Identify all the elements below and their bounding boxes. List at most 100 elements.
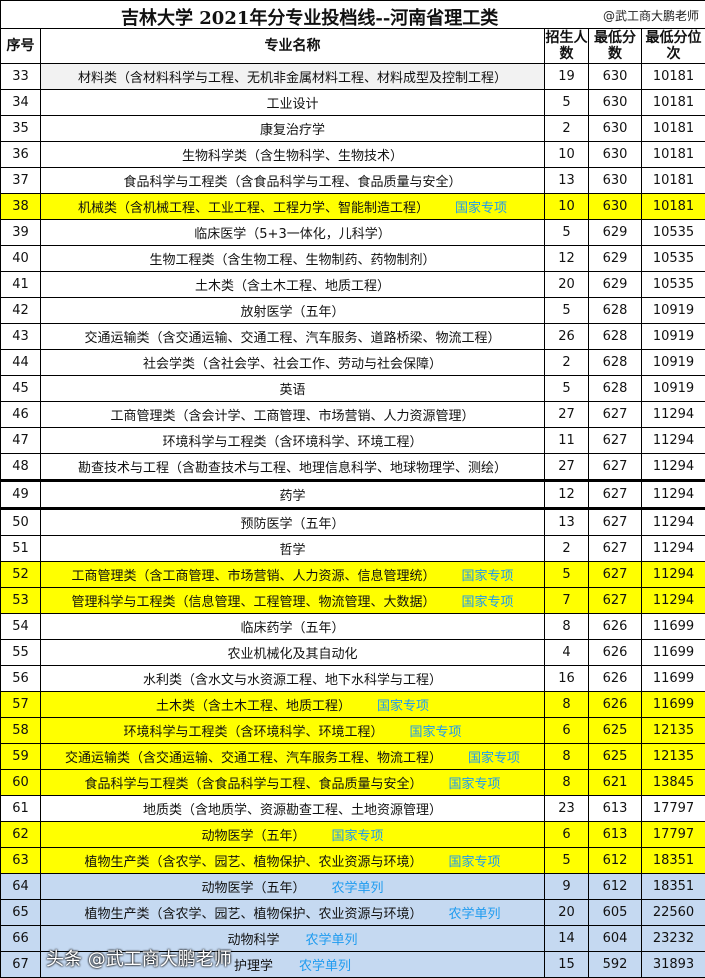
seq-cell: 62 <box>1 822 41 848</box>
count-cell: 4 <box>545 640 589 666</box>
rank-cell: 10181 <box>642 142 705 168</box>
rank-cell: 23232 <box>642 926 705 952</box>
rank-cell: 11294 <box>642 402 705 428</box>
rank-cell: 10181 <box>642 116 705 142</box>
major-name: 生物工程类（含生物工程、生物制药、药物制剂） <box>149 253 435 268</box>
category-tag: 农学单列 <box>306 933 358 948</box>
category-tag: 国家专项 <box>410 725 462 740</box>
count-cell: 5 <box>545 90 589 116</box>
seq-cell: 35 <box>1 116 41 142</box>
name-cell: 工商管理类（含工商管理、市场营销、人力资源、信息管理统）国家专项 <box>41 562 545 588</box>
count-cell: 2 <box>545 116 589 142</box>
score-cell: 625 <box>589 744 642 770</box>
score-cell: 628 <box>589 376 642 402</box>
score-cell: 605 <box>589 900 642 926</box>
rank-cell: 10535 <box>642 246 705 272</box>
score-cell: 621 <box>589 770 642 796</box>
major-name: 环境科学与工程类（含环境科学、环境工程） <box>123 725 383 740</box>
major-name: 工商管理类（含工商管理、市场营销、人力资源、信息管理统） <box>71 569 435 584</box>
rank-cell: 11294 <box>642 562 705 588</box>
seq-cell: 55 <box>1 640 41 666</box>
name-cell: 勘查技术与工程（含勘查技术与工程、地理信息科学、地球物理学、测绘） <box>41 454 545 481</box>
rank-cell: 11294 <box>642 536 705 562</box>
page-title: 吉林大学 2021年分专业投档线--河南省理工类 <box>121 4 498 29</box>
name-cell: 生物科学类（含生物科学、生物技术） <box>41 142 545 168</box>
name-cell: 土木类（含土木工程、地质工程）国家专项 <box>41 692 545 718</box>
score-cell: 627 <box>589 454 642 481</box>
rank-cell: 17797 <box>642 822 705 848</box>
major-name: 工商管理类（含会计学、工商管理、市场营销、人力资源管理） <box>110 409 474 424</box>
score-cell: 627 <box>589 428 642 454</box>
seq-cell: 37 <box>1 168 41 194</box>
rank-cell: 10535 <box>642 272 705 298</box>
score-cell: 628 <box>589 324 642 350</box>
rank-cell: 11294 <box>642 428 705 454</box>
score-cell: 628 <box>589 298 642 324</box>
count-cell: 11 <box>545 428 589 454</box>
major-name: 勘查技术与工程（含勘查技术与工程、地理信息科学、地球物理学、测绘） <box>78 461 507 476</box>
score-cell: 627 <box>589 588 642 614</box>
score-cell: 627 <box>589 509 642 536</box>
seq-cell: 67 <box>1 952 41 978</box>
rank-cell: 10919 <box>642 324 705 350</box>
seq-cell: 42 <box>1 298 41 324</box>
seq-cell: 34 <box>1 90 41 116</box>
title-cell: 吉林大学 2021年分专业投档线--河南省理工类 @武工商大鹏老师 <box>1 1 705 29</box>
name-cell: 食品科学与工程类（含食品科学与工程、食品质量与安全） 国家专项 <box>41 770 545 796</box>
score-cell: 630 <box>589 64 642 90</box>
rank-cell: 10181 <box>642 194 705 220</box>
category-tag: 国家专项 <box>462 595 514 610</box>
score-cell: 613 <box>589 796 642 822</box>
seq-cell: 38 <box>1 194 41 220</box>
rank-cell: 12135 <box>642 744 705 770</box>
score-cell: 627 <box>589 536 642 562</box>
major-name: 环境科学与工程类（含环境科学、环境工程） <box>162 435 422 450</box>
count-cell: 19 <box>545 64 589 90</box>
count-cell: 7 <box>545 588 589 614</box>
header-rank: 最低分位次 <box>642 29 705 64</box>
seq-cell: 50 <box>1 509 41 536</box>
count-cell: 12 <box>545 481 589 509</box>
seq-cell: 48 <box>1 454 41 481</box>
rank-cell: 12135 <box>642 718 705 744</box>
major-name: 管理科学与工程类（信息管理、工程管理、物流管理、大数据） <box>71 595 435 610</box>
rank-cell: 11699 <box>642 614 705 640</box>
seq-cell: 52 <box>1 562 41 588</box>
rank-cell: 22560 <box>642 900 705 926</box>
count-cell: 8 <box>545 744 589 770</box>
name-cell: 工商管理类（含会计学、工商管理、市场营销、人力资源管理） <box>41 402 545 428</box>
name-cell: 社会学类（含社会学、社会工作、劳动与社会保障） <box>41 350 545 376</box>
seq-cell: 40 <box>1 246 41 272</box>
seq-cell: 39 <box>1 220 41 246</box>
category-tag: 国家专项 <box>449 777 501 792</box>
name-cell: 哲学 <box>41 536 545 562</box>
title-row: 吉林大学 2021年分专业投档线--河南省理工类 @武工商大鹏老师 <box>1 1 705 29</box>
score-cell: 627 <box>589 481 642 509</box>
count-cell: 27 <box>545 402 589 428</box>
count-cell: 8 <box>545 614 589 640</box>
score-cell: 626 <box>589 666 642 692</box>
major-name: 放射医学（五年） <box>240 305 344 320</box>
seq-cell: 46 <box>1 402 41 428</box>
name-cell: 地质类（含地质学、资源勘查工程、土地资源管理） <box>41 796 545 822</box>
watermark-overlay: 头条 @武工商大鹏老师 <box>46 949 232 970</box>
major-name: 食品科学与工程类（含食品科学与工程、食品质量与安全） <box>84 777 422 792</box>
seq-cell: 41 <box>1 272 41 298</box>
rank-cell: 10181 <box>642 168 705 194</box>
score-cell: 630 <box>589 194 642 220</box>
rank-cell: 17797 <box>642 796 705 822</box>
